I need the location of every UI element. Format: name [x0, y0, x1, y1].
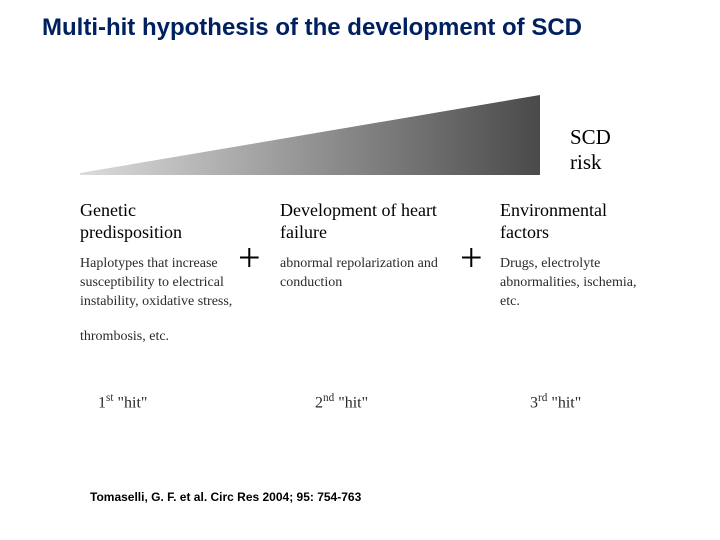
hit2-ord: 2 [315, 394, 323, 411]
scd-risk-line1: SCD [570, 125, 611, 150]
hit-label-3: 3rd "hit" [530, 392, 581, 412]
risk-wedge [80, 95, 540, 175]
hit3-ord: 3 [530, 394, 538, 411]
hit3-rest: "hit" [547, 394, 581, 411]
citation: Tomaselli, G. F. et al. Circ Res 2004; 9… [90, 490, 361, 504]
hit-label-1: 1st "hit" [98, 392, 147, 412]
hit2-rest: "hit" [334, 394, 368, 411]
col1-desc: Haplotypes that increase susceptibility … [80, 255, 235, 312]
hit-column-3: Environmental factors Drugs, electrolyte… [500, 200, 650, 312]
col3-heading: Environmental factors [500, 200, 650, 243]
hit-column-2: Development of heart failure abnormal re… [280, 200, 455, 293]
col2-desc: abnormal repolarization and conduction [280, 255, 455, 293]
hit3-suffix: rd [538, 392, 547, 404]
slide-title: Multi-hit hypothesis of the development … [42, 14, 582, 42]
col3-desc: Drugs, electrolyte abnormalities, ischem… [500, 255, 650, 312]
plus-sign-2: + [460, 234, 483, 281]
wedge-polygon [80, 95, 540, 175]
scd-risk-label: SCD risk [570, 125, 611, 175]
plus-sign-1: + [238, 234, 261, 281]
col1-heading: Genetic predisposition [80, 200, 235, 243]
col2-heading: Development of heart failure [280, 200, 455, 243]
hit2-suffix: nd [323, 392, 334, 404]
col1-extra: thrombosis, etc. [80, 328, 235, 347]
risk-wedge-svg [80, 95, 540, 175]
hit1-rest: "hit" [113, 394, 147, 411]
hit-label-2: 2nd "hit" [315, 392, 368, 412]
hit1-ord: 1 [98, 394, 106, 411]
scd-risk-line2: risk [570, 150, 611, 175]
hit-column-1: Genetic predisposition Haplotypes that i… [80, 200, 235, 347]
